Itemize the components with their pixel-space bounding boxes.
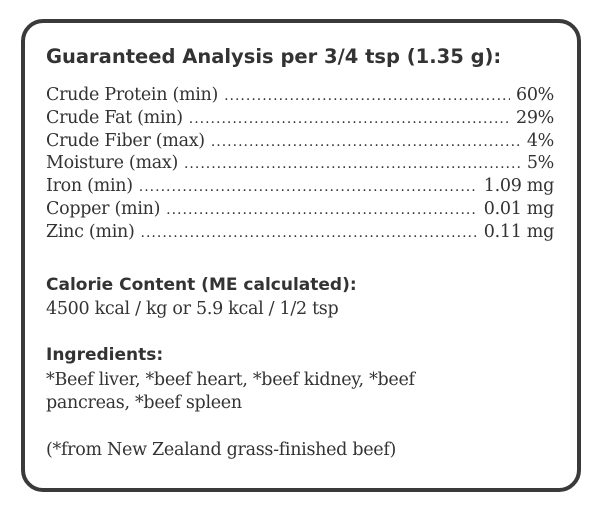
ingredients-title: Ingredients: — [46, 345, 164, 365]
analysis-row: Crude Fat (min) 29% — [46, 108, 554, 130]
analysis-title: Guaranteed Analysis per 3/4 tsp (1.35 g)… — [46, 45, 502, 68]
row-label: Iron (min) — [46, 176, 133, 196]
dot-leader — [139, 179, 478, 195]
row-value: 29% — [516, 108, 554, 128]
row-label: Crude Fat (min) — [46, 108, 183, 128]
dot-leader — [166, 202, 478, 218]
row-label: Zinc (min) — [46, 222, 135, 242]
analysis-row: Crude Fiber (max) 4% — [46, 131, 554, 153]
dot-leader — [184, 156, 521, 172]
row-label: Copper (min) — [46, 199, 161, 219]
analysis-row: Zinc (min) 0.11 mg — [46, 222, 554, 244]
row-value: 0.01 mg — [483, 199, 555, 219]
calorie-value: 4500 kcal / kg or 5.9 kcal / 1/2 tsp — [46, 299, 339, 319]
analysis-row: Copper (min) 0.01 mg — [46, 199, 554, 221]
ingredients-line: pancreas, *beef spleen — [46, 393, 242, 413]
row-label: Crude Fiber (max) — [46, 131, 205, 151]
ingredients-line: *Beef liver, *beef heart, *beef kidney, … — [46, 370, 415, 390]
label-panel — [21, 19, 581, 492]
dot-leader — [224, 88, 510, 104]
analysis-row: Crude Protein (min) 60% — [46, 85, 554, 107]
dot-leader — [211, 134, 521, 150]
row-value: 1.09 mg — [483, 176, 555, 196]
row-value: 0.11 mg — [483, 222, 555, 242]
dot-leader — [141, 225, 478, 241]
ingredients-footnote: (*from New Zealand grass-finished beef) — [46, 440, 397, 460]
analysis-row: Moisture (max) 5% — [46, 153, 554, 175]
analysis-row: Iron (min) 1.09 mg — [46, 176, 554, 198]
row-value: 60% — [516, 85, 554, 105]
row-value: 5% — [526, 153, 554, 173]
row-value: 4% — [526, 131, 554, 151]
row-label: Moisture (max) — [46, 153, 178, 173]
dot-leader — [189, 111, 510, 127]
row-label: Crude Protein (min) — [46, 85, 219, 105]
calorie-title: Calorie Content (ME calculated): — [46, 275, 357, 295]
